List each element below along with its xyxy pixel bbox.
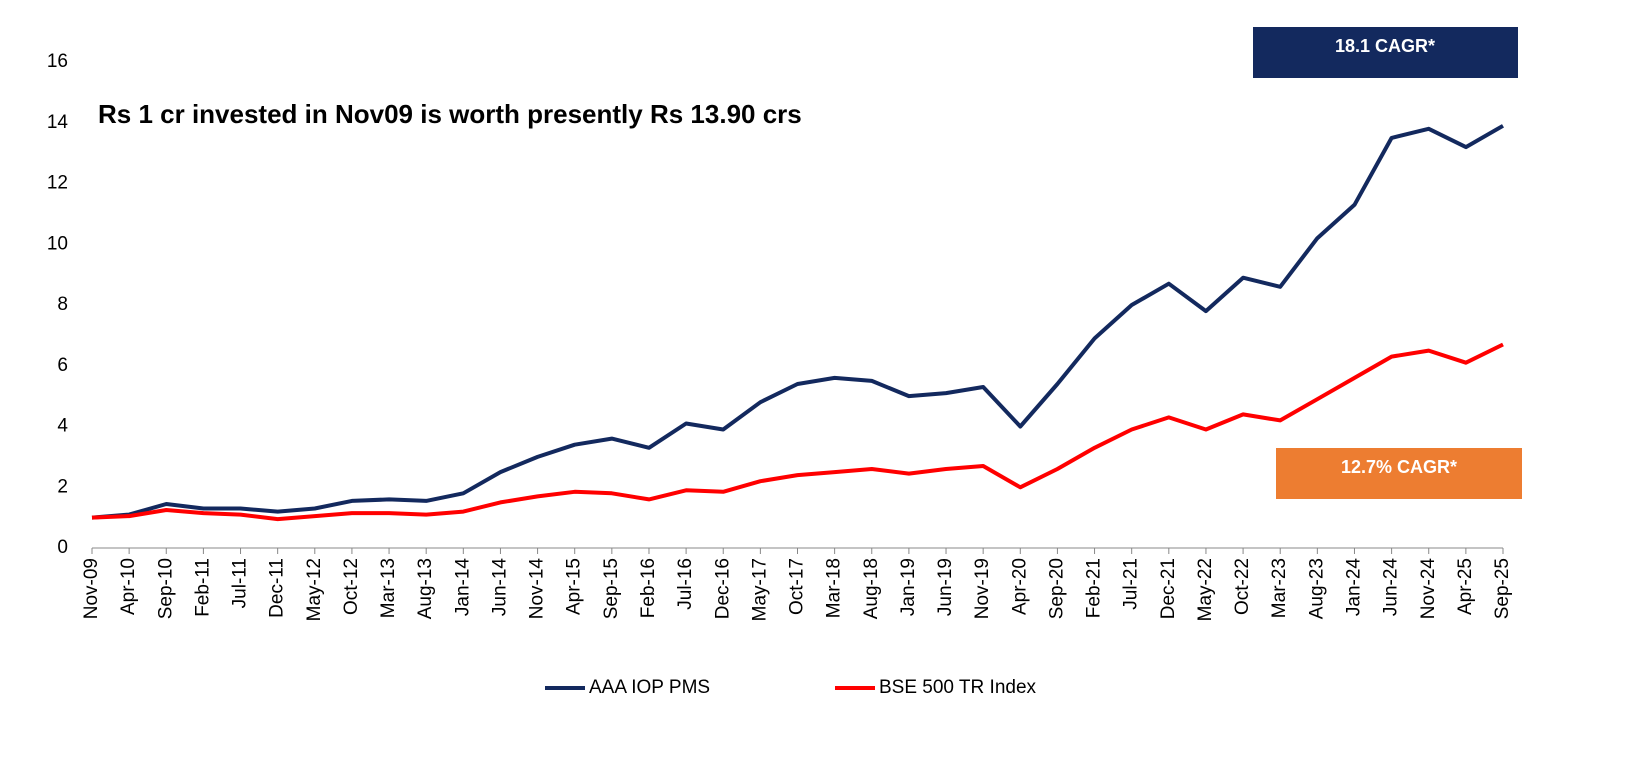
y-tick-label: 14 <box>47 112 69 133</box>
x-tick-label: Jul-16 <box>675 558 696 610</box>
cagr-box <box>1276 448 1522 499</box>
series-line <box>91 124 1504 520</box>
x-tick-label: Aug-23 <box>1306 558 1327 619</box>
x-tick-label: Aug-18 <box>861 558 882 619</box>
x-tick-label: Apr-15 <box>564 558 585 615</box>
cagr-box <box>1253 27 1518 78</box>
x-tick-label: Jan-14 <box>452 558 473 617</box>
legend-label: AAA IOP PMS <box>589 677 710 698</box>
x-tick-label: Jun-14 <box>489 558 510 617</box>
y-tick-label: 2 <box>57 476 68 497</box>
x-tick-label: Jan-19 <box>898 558 919 616</box>
y-tick-label: 8 <box>57 294 68 315</box>
x-tick-label: Jun-24 <box>1381 558 1402 617</box>
x-tick-label: Feb-11 <box>192 558 213 617</box>
y-tick-label: 12 <box>47 173 68 194</box>
x-tick-label: Jan-24 <box>1343 558 1364 617</box>
x-tick-label: Dec-11 <box>267 558 288 618</box>
x-tick-label: Oct-12 <box>341 558 362 615</box>
x-tick-label: Apr-25 <box>1455 558 1476 615</box>
legend-label: BSE 500 TR Index <box>879 677 1037 698</box>
x-tick-label: Dec-21 <box>1158 558 1179 619</box>
x-tick-label: Mar-23 <box>1269 558 1290 618</box>
x-tick-label: Sep-15 <box>601 558 622 619</box>
x-tick-label: Nov-09 <box>81 558 102 619</box>
x-tick-label: Oct-17 <box>787 558 808 615</box>
x-tick-label: May-12 <box>304 558 325 621</box>
y-tick-label: 16 <box>47 51 68 72</box>
x-tick-label: Aug-13 <box>415 558 436 619</box>
x-tick-label: May-17 <box>749 558 770 621</box>
x-tick-label: Sep-25 <box>1492 558 1513 619</box>
x-tick-label: Nov-14 <box>527 558 548 620</box>
x-tick-label: Sep-10 <box>155 558 176 619</box>
x-tick-label: Jul-11 <box>230 558 251 608</box>
x-tick-label: Feb-16 <box>638 558 659 618</box>
y-tick-label: 6 <box>57 355 68 376</box>
x-tick-label: Oct-22 <box>1232 558 1253 615</box>
series-line <box>91 342 1504 522</box>
x-tick-label: Apr-10 <box>118 558 139 615</box>
x-tick-label: Dec-16 <box>712 558 733 619</box>
x-tick-label: Feb-21 <box>1084 558 1105 618</box>
cagr-label: 18.1 CAGR* <box>1335 36 1435 56</box>
cagr-label: 12.7% CAGR* <box>1341 457 1457 477</box>
x-tick-label: Mar-13 <box>378 558 399 618</box>
x-tick-label: Sep-20 <box>1046 558 1067 619</box>
y-tick-label: 0 <box>57 537 68 558</box>
y-tick-label: 10 <box>47 233 68 254</box>
x-tick-label: Nov-19 <box>972 558 993 619</box>
y-tick-label: 4 <box>57 416 68 437</box>
headline: Rs 1 cr invested in Nov09 is worth prese… <box>98 99 802 129</box>
x-tick-label: Nov-24 <box>1418 558 1439 620</box>
x-tick-label: May-22 <box>1195 558 1216 621</box>
x-tick-label: Mar-18 <box>824 558 845 618</box>
x-tick-label: Jul-21 <box>1121 558 1142 610</box>
x-tick-label: Jun-19 <box>935 558 956 616</box>
x-tick-label: Apr-20 <box>1009 558 1030 615</box>
